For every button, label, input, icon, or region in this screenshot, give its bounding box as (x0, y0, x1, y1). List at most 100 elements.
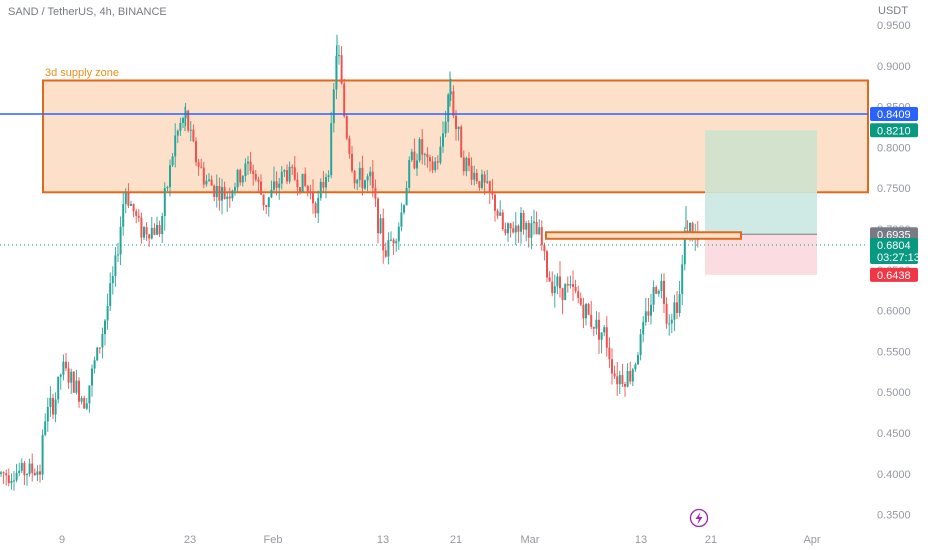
candle (366, 173, 369, 192)
candle (111, 266, 114, 295)
candle (67, 361, 70, 389)
candle (283, 169, 286, 177)
position-profit-area[interactable] (705, 192, 817, 235)
candle (572, 270, 574, 302)
candle (189, 120, 192, 142)
candle (598, 312, 600, 354)
candle (85, 397, 88, 411)
candle (473, 165, 476, 186)
candle (2, 471, 5, 484)
candle (174, 123, 177, 168)
candles (0, 34, 699, 491)
candle (408, 156, 411, 193)
candle (504, 222, 507, 236)
price-tick-label: 0.4500 (877, 428, 911, 440)
candle (465, 156, 468, 177)
candle (319, 178, 322, 201)
candle (325, 173, 327, 199)
time-tick-label: 21 (450, 534, 462, 546)
time-tick-label: Apr (803, 534, 820, 546)
time-tick-label: 9 (59, 534, 65, 546)
candle (455, 109, 457, 141)
candle (470, 157, 473, 186)
candle (140, 212, 143, 244)
candle (330, 111, 333, 179)
candle (356, 178, 359, 191)
candle (582, 297, 585, 328)
candle (478, 180, 481, 191)
candle (252, 164, 255, 186)
candle (171, 152, 174, 167)
candle (538, 219, 541, 236)
candle (124, 188, 127, 214)
blue-level-tag-text: 0.8409 (877, 109, 911, 121)
currency-label: USDT (878, 5, 908, 17)
candle (512, 221, 515, 234)
time-tick-label: Mar (521, 534, 540, 546)
candle (358, 161, 361, 188)
time-axis[interactable]: 9 23 Feb 13 21 Mar 13 21 Apr (59, 534, 821, 546)
candle (410, 148, 413, 162)
position-loss-area[interactable] (705, 234, 817, 275)
candle (559, 261, 561, 298)
candle (293, 156, 296, 181)
candle (364, 179, 366, 190)
candle (452, 85, 455, 119)
candle (517, 224, 520, 243)
candle (247, 156, 249, 175)
lightning-icon[interactable] (689, 508, 709, 528)
candle (413, 138, 416, 170)
candle (156, 216, 158, 236)
candle (434, 157, 437, 173)
candle (447, 93, 450, 133)
candle (241, 175, 244, 187)
candle (405, 180, 408, 206)
candle (444, 110, 447, 138)
candle (353, 169, 356, 189)
candle (273, 166, 275, 194)
candle (681, 254, 684, 306)
candle (7, 468, 10, 487)
candle (23, 460, 26, 486)
candle (78, 377, 80, 408)
candle (288, 161, 291, 184)
candle (655, 285, 658, 295)
candle (205, 174, 208, 187)
candle (501, 209, 504, 231)
candle (236, 168, 239, 192)
candle (566, 276, 569, 293)
candle (527, 220, 530, 248)
candle (676, 291, 678, 320)
price-tick-label: 0.7500 (877, 183, 911, 195)
time-tick-label: Feb (264, 534, 283, 546)
current-price-tag: 0.6804 03:27:13 (870, 237, 920, 264)
candle (80, 395, 83, 405)
candle (301, 173, 304, 193)
candle (657, 289, 660, 297)
position-profit-upper[interactable] (705, 130, 817, 193)
candle (377, 197, 379, 244)
candle (535, 211, 538, 235)
candle (421, 129, 424, 165)
candle (345, 113, 348, 141)
candle (457, 126, 460, 141)
candle (150, 216, 153, 240)
candle (176, 129, 179, 144)
candle (556, 273, 559, 294)
chart-title: SAND / TetherUS, 4h, BINANCE (8, 6, 167, 18)
time-tick-label: 23 (184, 534, 196, 546)
candle (525, 220, 528, 242)
candle (296, 172, 299, 196)
candle (626, 363, 629, 388)
candle (468, 152, 470, 172)
stop-tag: 0.6438 (870, 267, 918, 282)
candle (26, 473, 28, 486)
price-tick-label: 0.9000 (877, 61, 911, 73)
candle (590, 300, 593, 330)
orange-box[interactable] (545, 231, 742, 240)
candle (127, 183, 130, 209)
candle (496, 208, 499, 220)
candle (197, 159, 200, 176)
candle (416, 153, 418, 176)
